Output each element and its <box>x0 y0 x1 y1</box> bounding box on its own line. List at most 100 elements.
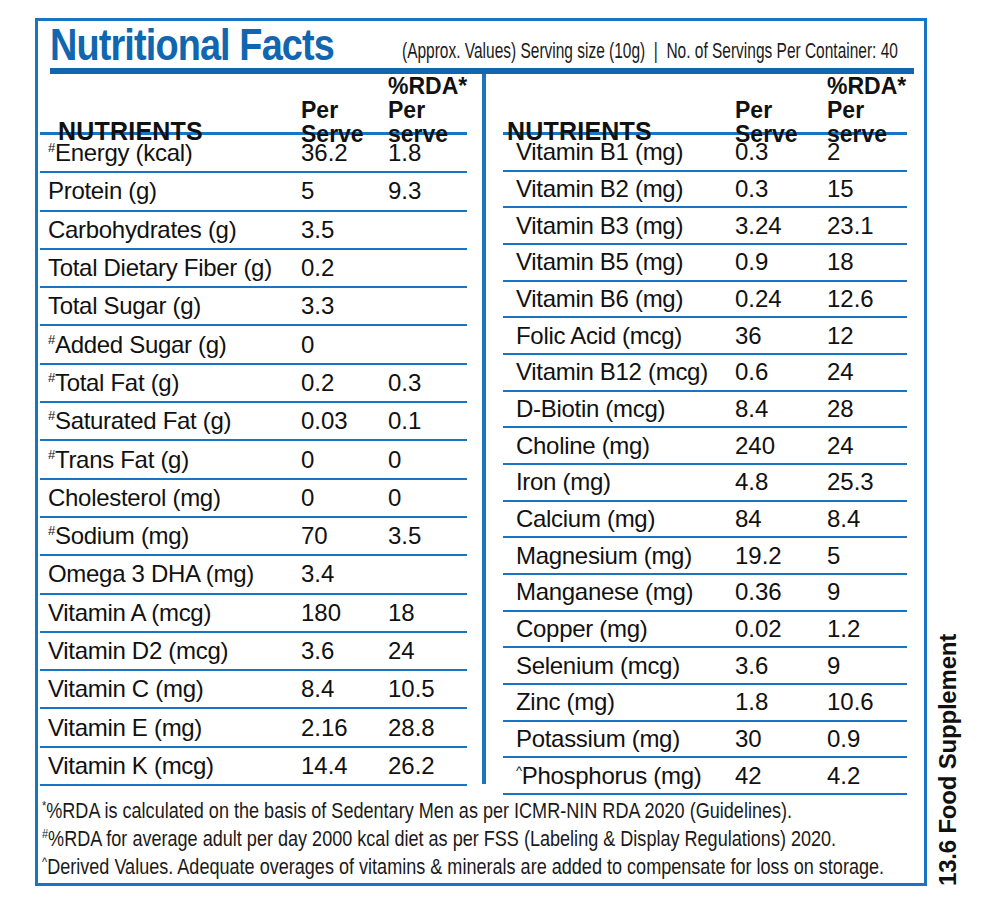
per-serve-value: 0 <box>301 446 388 474</box>
nutrient-name: Calcium (mg) <box>503 505 735 533</box>
nutrient-row: Potassium (mg)300.9 <box>503 722 907 759</box>
rda-value: 10.6 <box>827 688 907 716</box>
footnote-marker: # <box>48 523 55 538</box>
footnote-marker: # <box>48 140 55 155</box>
footnote-marker: # <box>42 826 48 841</box>
nutrient-name: Vitamin B2 (mg) <box>503 175 735 203</box>
per-serve-value: 8.4 <box>301 675 388 703</box>
per-serve-value: 3.6 <box>301 637 388 665</box>
nutrient-row: Carbohydrates (g)3.5 <box>40 212 467 250</box>
nutrient-name: Selenium (mcg) <box>503 652 735 680</box>
nutrient-row: Magnesium (mg)19.25 <box>503 538 907 575</box>
nutrient-row: D-Biotin (mcg)8.428 <box>503 392 907 429</box>
rda-value: 23.1 <box>827 212 907 240</box>
per-serve-value: 0 <box>301 331 388 359</box>
rda-value: 12 <box>827 322 907 350</box>
nutrient-row: #Trans Fat (g)00 <box>40 441 467 479</box>
rda-value: 24 <box>388 637 467 665</box>
nutrients-table-right: NUTRIENTS Per Serve %RDA* Per serve Vita… <box>503 74 907 795</box>
nutrition-label-page: { "header": { "title": "Nutritional Fact… <box>0 0 1000 905</box>
nutrient-name: Omega 3 DHA (mg) <box>40 560 301 588</box>
per-serve-value: 0.6 <box>735 358 827 386</box>
rda-value: 0.9 <box>827 725 907 753</box>
nutrient-name: Vitamin B12 (mcg) <box>503 358 735 386</box>
per-serve-value: 0.02 <box>735 615 827 643</box>
rda-value: 26.2 <box>388 752 467 780</box>
serving-info: (Approx. Values) Serving size (10g) | No… <box>402 38 898 64</box>
footnote-marker: ^ <box>42 854 47 869</box>
nutrient-name: Vitamin B1 (mg) <box>503 138 735 166</box>
nutrient-row: #Added Sugar (g)0 <box>40 326 467 364</box>
nutrient-name: Protein (g) <box>40 177 301 205</box>
footnote-line: *%RDA is calculated on the basis of Sede… <box>42 797 785 825</box>
rda-value: 3.5 <box>388 522 467 550</box>
per-serve-value: 0.36 <box>735 578 827 606</box>
per-serve-value: 0.3 <box>735 175 827 203</box>
nutrient-name: Magnesium (mg) <box>503 542 735 570</box>
rda-value: 0 <box>388 484 467 512</box>
nutrient-name: #Trans Fat (g) <box>40 446 301 474</box>
footnote-marker: ^ <box>516 763 522 778</box>
nutrient-row: Folic Acid (mcg)3612 <box>503 318 907 355</box>
nutrient-row: Protein (g)59.3 <box>40 173 467 211</box>
nutrient-name: Vitamin K (mcg) <box>40 752 301 780</box>
nutrient-row: #Saturated Fat (g)0.030.1 <box>40 403 467 441</box>
per-serve-value: 1.8 <box>735 688 827 716</box>
nutrient-name: Carbohydrates (g) <box>40 216 301 244</box>
nutrient-row: Cholesterol (mg)00 <box>40 480 467 518</box>
per-serve-value: 19.2 <box>735 542 827 570</box>
footnote-marker: # <box>48 332 55 347</box>
per-serve-value: 0.03 <box>301 407 388 435</box>
nutrient-name: Cholesterol (mg) <box>40 484 301 512</box>
per-serve-value: 240 <box>735 432 827 460</box>
table-header: NUTRIENTS Per Serve %RDA* Per serve <box>40 74 467 135</box>
per-serve-value: 3.24 <box>735 212 827 240</box>
nutrient-name: Vitamin D2 (mcg) <box>40 637 301 665</box>
rda-value: 9.3 <box>388 177 467 205</box>
nutrient-name: Iron (mg) <box>503 468 735 496</box>
nutrient-row: Vitamin B1 (mg)0.32 <box>503 135 907 172</box>
nutrients-table-left: NUTRIENTS Per Serve %RDA* Per serve #Ene… <box>40 74 467 786</box>
rda-value: 24 <box>827 358 907 386</box>
nutrient-name: Vitamin B5 (mg) <box>503 248 735 276</box>
nutrient-row: ^Phosphorus (mg)424.2 <box>503 758 907 795</box>
rda-value: 18 <box>827 248 907 276</box>
nutrient-name: ^Phosphorus (mg) <box>503 762 735 790</box>
per-serve-value: 3.6 <box>735 652 827 680</box>
nutrient-row: Vitamin B12 (mcg)0.624 <box>503 355 907 392</box>
rda-value: 18 <box>388 599 467 627</box>
per-serve-value: 3.5 <box>301 216 388 244</box>
per-serve-value: 0.9 <box>735 248 827 276</box>
footnotes: *%RDA is calculated on the basis of Sede… <box>42 797 926 881</box>
panel-title: Nutritional Facts <box>50 23 334 67</box>
table-rows: #Energy (kcal)36.21.8Protein (g)59.3Carb… <box>40 135 467 786</box>
rda-value: 24 <box>827 432 907 460</box>
per-serve-value: 4.8 <box>735 468 827 496</box>
nutrient-row: Zinc (mg)1.810.6 <box>503 685 907 722</box>
rda-value: 10.5 <box>388 675 467 703</box>
footnote-marker: # <box>48 447 55 462</box>
nutrient-row: Vitamin B2 (mg)0.315 <box>503 172 907 209</box>
nutrient-row: Copper (mg)0.021.2 <box>503 612 907 649</box>
per-serve-value: 14.4 <box>301 752 388 780</box>
rda-value: 0.1 <box>388 407 467 435</box>
rda-value: 1.2 <box>827 615 907 643</box>
nutrient-row: #Sodium (mg)703.5 <box>40 518 467 556</box>
nutrient-row: Vitamin K (mcg)14.426.2 <box>40 748 467 786</box>
nutrient-row: Omega 3 DHA (mg)3.4 <box>40 556 467 594</box>
nutrient-name: #Added Sugar (g) <box>40 331 301 359</box>
nutrient-name: #Saturated Fat (g) <box>40 407 301 435</box>
nutrient-row: Selenium (mcg)3.69 <box>503 648 907 685</box>
nutrient-row: Total Dietary Fiber (g)0.2 <box>40 250 467 288</box>
nutrient-name: Vitamin E (mg) <box>40 714 301 742</box>
per-serve-value: 0.3 <box>735 138 827 166</box>
rda-value: 12.6 <box>827 285 907 313</box>
per-serve-value: 3.4 <box>301 560 388 588</box>
rda-value: 0 <box>388 446 467 474</box>
rda-value: 0.3 <box>388 369 467 397</box>
footnote-marker: * <box>42 798 46 813</box>
nutrient-name: Zinc (mg) <box>503 688 735 716</box>
nutrient-row: Vitamin D2 (mcg)3.624 <box>40 633 467 671</box>
per-serve-value: 36 <box>735 322 827 350</box>
nutrient-row: #Total Fat (g)0.20.3 <box>40 365 467 403</box>
